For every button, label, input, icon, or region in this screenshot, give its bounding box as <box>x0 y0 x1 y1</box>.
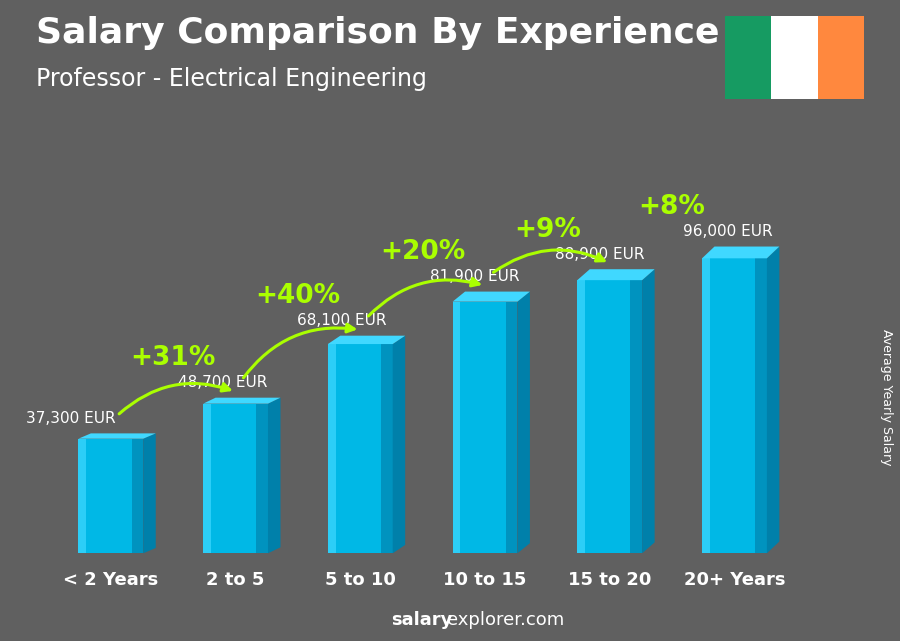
Bar <box>78 438 143 553</box>
Text: Average Yearly Salary: Average Yearly Salary <box>880 329 893 465</box>
Text: Salary Comparison By Experience: Salary Comparison By Experience <box>36 16 719 50</box>
Polygon shape <box>643 269 654 553</box>
Bar <box>328 344 392 553</box>
Polygon shape <box>518 292 530 553</box>
Text: explorer.com: explorer.com <box>447 612 564 629</box>
Polygon shape <box>203 397 281 404</box>
Bar <box>203 404 268 553</box>
Bar <box>631 280 643 553</box>
Bar <box>771 16 817 99</box>
Text: salary: salary <box>392 612 453 629</box>
Polygon shape <box>328 336 405 344</box>
Text: 20+ Years: 20+ Years <box>684 571 785 589</box>
Bar <box>203 404 211 553</box>
Bar <box>724 16 771 99</box>
Text: 37,300 EUR: 37,300 EUR <box>26 411 116 426</box>
Bar <box>577 280 643 553</box>
Text: 96,000 EUR: 96,000 EUR <box>683 224 773 239</box>
Bar <box>702 258 710 553</box>
Text: Professor - Electrical Engineering: Professor - Electrical Engineering <box>36 67 427 91</box>
Bar <box>256 404 268 553</box>
Polygon shape <box>453 292 530 302</box>
Bar <box>328 344 336 553</box>
Text: 10 to 15: 10 to 15 <box>444 571 526 589</box>
Polygon shape <box>577 269 654 280</box>
Bar <box>702 258 767 553</box>
Polygon shape <box>268 397 281 553</box>
Polygon shape <box>767 247 779 553</box>
Text: 88,900 EUR: 88,900 EUR <box>555 247 644 262</box>
Text: +20%: +20% <box>380 239 465 265</box>
Polygon shape <box>702 247 779 258</box>
Text: 15 to 20: 15 to 20 <box>568 571 652 589</box>
Bar <box>506 302 518 553</box>
Text: 48,700 EUR: 48,700 EUR <box>178 375 268 390</box>
Text: +9%: +9% <box>514 217 580 243</box>
Text: 5 to 10: 5 to 10 <box>325 571 396 589</box>
Text: +8%: +8% <box>639 194 706 220</box>
Bar <box>453 302 518 553</box>
Polygon shape <box>143 433 156 553</box>
Bar <box>817 16 864 99</box>
Text: 68,100 EUR: 68,100 EUR <box>297 313 386 328</box>
Bar <box>78 438 86 553</box>
Text: +40%: +40% <box>256 283 340 309</box>
Polygon shape <box>78 433 156 438</box>
Text: 2 to 5: 2 to 5 <box>206 571 265 589</box>
Bar <box>381 344 392 553</box>
Polygon shape <box>392 336 405 553</box>
Bar <box>131 438 143 553</box>
Bar <box>577 280 585 553</box>
Text: < 2 Years: < 2 Years <box>63 571 158 589</box>
Bar <box>453 302 461 553</box>
Bar <box>755 258 767 553</box>
Text: 81,900 EUR: 81,900 EUR <box>430 269 520 284</box>
Text: +31%: +31% <box>130 345 216 371</box>
